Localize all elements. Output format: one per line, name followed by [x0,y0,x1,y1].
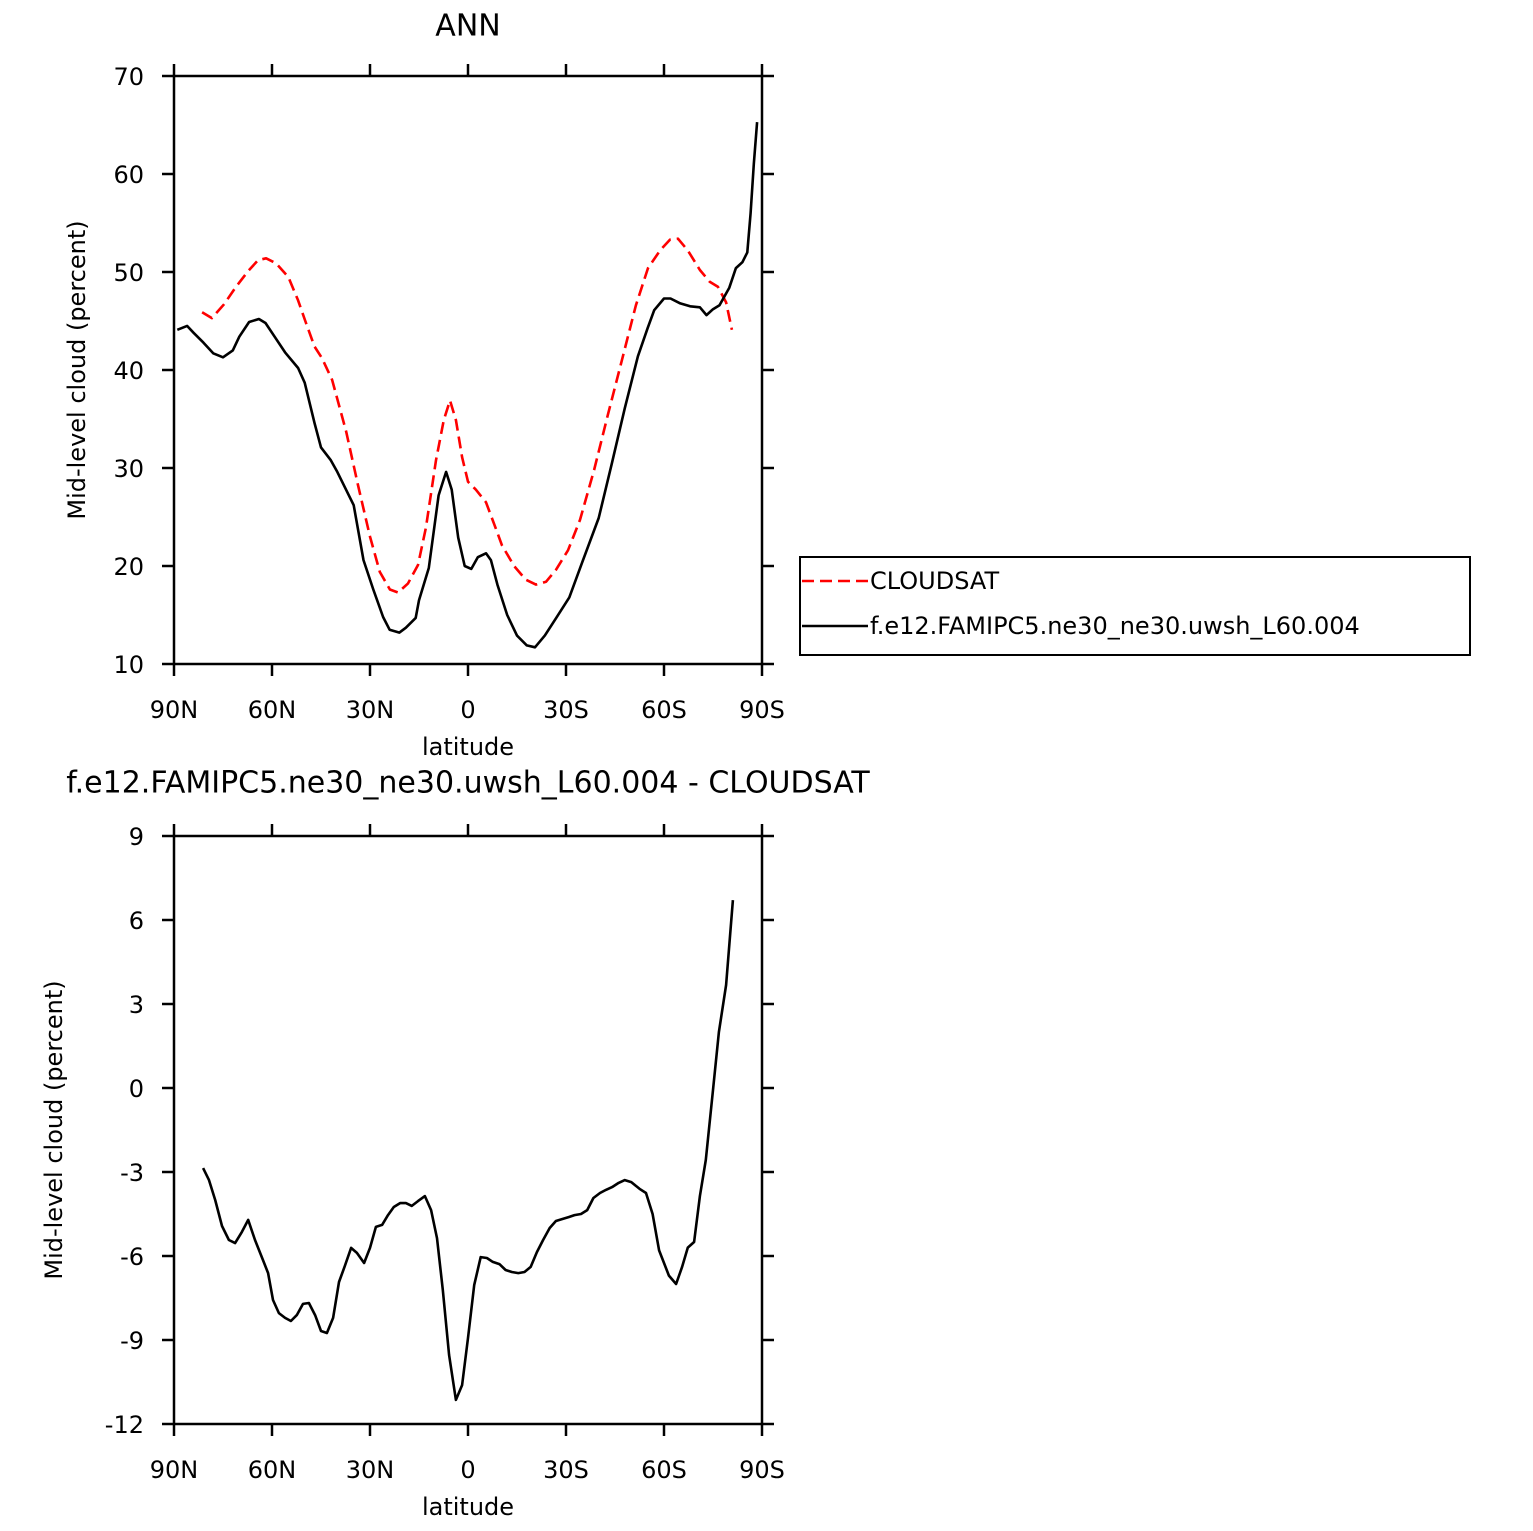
legend-label: CLOUDSAT [870,567,999,595]
data-line [201,899,735,1402]
y-tick-label: 6 [129,907,144,935]
data-line [201,237,734,594]
chart-title: ANN [435,9,500,44]
x-tick-label: 30S [543,696,589,724]
x-tick-label: 30N [346,696,395,724]
y-tick-label: 9 [129,823,144,851]
x-tick-label: 60N [248,1456,297,1484]
x-axis-label: latitude [422,733,514,761]
y-tick-label: 60 [113,161,144,189]
data-line [176,121,759,649]
y-tick-label: -3 [120,1159,144,1187]
y-tick-label: 30 [113,455,144,483]
x-tick-label: 90S [739,696,785,724]
x-tick-label: 0 [460,696,475,724]
y-tick-label: 70 [113,63,144,91]
x-tick-label: 60S [641,696,687,724]
y-axis-label: Mid-level cloud (percent) [40,980,68,1279]
legend-box [799,556,1471,656]
plot-frame [172,74,764,666]
y-tick-label: 0 [129,1075,144,1103]
chart-title: f.e12.FAMIPC5.ne30_ne30.uwsh_L60.004 - C… [66,766,870,801]
x-tick-label: 60N [248,696,297,724]
y-tick-label: -12 [105,1411,144,1439]
y-tick-label: 10 [113,651,144,679]
y-tick-label: 20 [113,553,144,581]
x-tick-label: 0 [460,1456,475,1484]
y-tick-label: 40 [113,357,144,385]
y-axis-label: Mid-level cloud (percent) [63,220,91,519]
x-tick-label: 60S [641,1456,687,1484]
x-tick-label: 30S [543,1456,589,1484]
y-tick-label: -9 [120,1327,144,1355]
legend-label: f.e12.FAMIPC5.ne30_ne30.uwsh_L60.004 [870,612,1360,640]
x-tick-label: 90S [739,1456,785,1484]
x-tick-label: 90N [150,696,199,724]
y-tick-label: -6 [120,1243,144,1271]
x-tick-label: 30N [346,1456,395,1484]
x-tick-label: 90N [150,1456,199,1484]
x-axis-label: latitude [422,1493,514,1521]
y-tick-label: 50 [113,259,144,287]
y-tick-label: 3 [129,991,144,1019]
